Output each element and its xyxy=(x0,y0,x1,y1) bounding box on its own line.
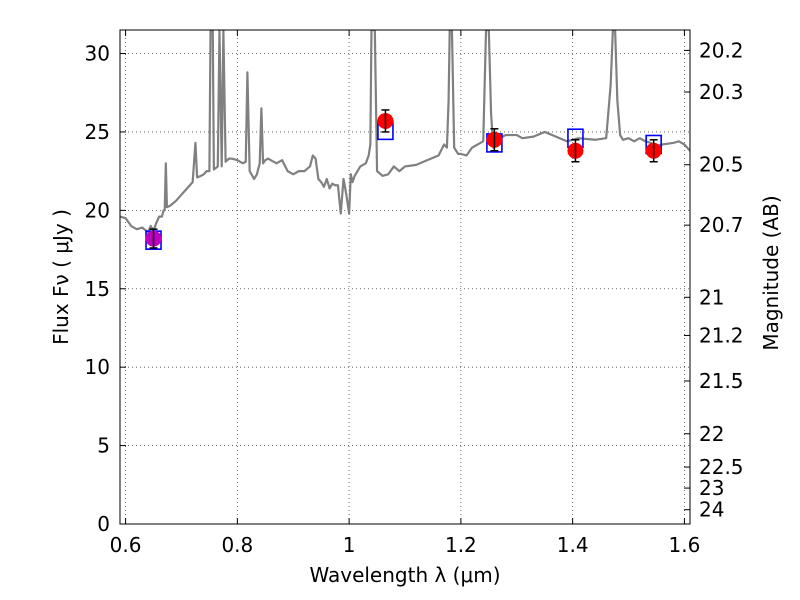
y-tick-label: 10 xyxy=(85,355,110,379)
x-tick-label: 1.4 xyxy=(557,533,589,557)
mag-tick-label: 22.5 xyxy=(699,455,744,479)
plot-area xyxy=(120,30,690,250)
y-tick-label: 25 xyxy=(85,120,110,144)
ticks: 0.6 0.8 1 1.2 1.4 1.6 0 5 10 15 20 25 30 20.2 20.3 20.5… xyxy=(85,30,744,557)
mag-tick-label: 20.3 xyxy=(699,80,744,104)
mag-tick-label: 22 xyxy=(699,422,724,446)
y-tick-label: 20 xyxy=(85,198,110,222)
spectrum-line xyxy=(120,30,690,234)
y-tick-label: 0 xyxy=(97,512,110,536)
x-axis-label: Wavelength λ (μm) xyxy=(309,563,500,587)
plot-clipped xyxy=(120,30,690,250)
mag-tick-label: 21.5 xyxy=(699,369,744,393)
x-tick-label: 1.2 xyxy=(445,533,477,557)
x-tick-label: 0.8 xyxy=(221,533,253,557)
mag-tick-label: 24 xyxy=(699,498,724,522)
magnitude-axis-label: Magnitude (AB) xyxy=(759,195,783,350)
y-tick-label: 15 xyxy=(85,277,110,301)
mag-tick-label: 23 xyxy=(699,476,724,500)
x-tick-label: 1.6 xyxy=(669,533,701,557)
x-tick-label: 0.6 xyxy=(110,533,142,557)
y-axis-label: Flux Fν ( μJy ) xyxy=(49,209,73,345)
y-tick-label: 30 xyxy=(85,42,110,66)
y-tick-label: 5 xyxy=(97,434,110,458)
x-tick-label: 1 xyxy=(343,533,356,557)
mag-tick-label: 20.5 xyxy=(699,153,744,177)
mag-tick-label: 21 xyxy=(699,285,724,309)
mag-tick-label: 20.2 xyxy=(699,38,744,62)
mag-tick-label: 20.7 xyxy=(699,213,744,237)
axes-frame xyxy=(119,29,691,525)
mag-tick-label: 21.2 xyxy=(699,323,744,347)
